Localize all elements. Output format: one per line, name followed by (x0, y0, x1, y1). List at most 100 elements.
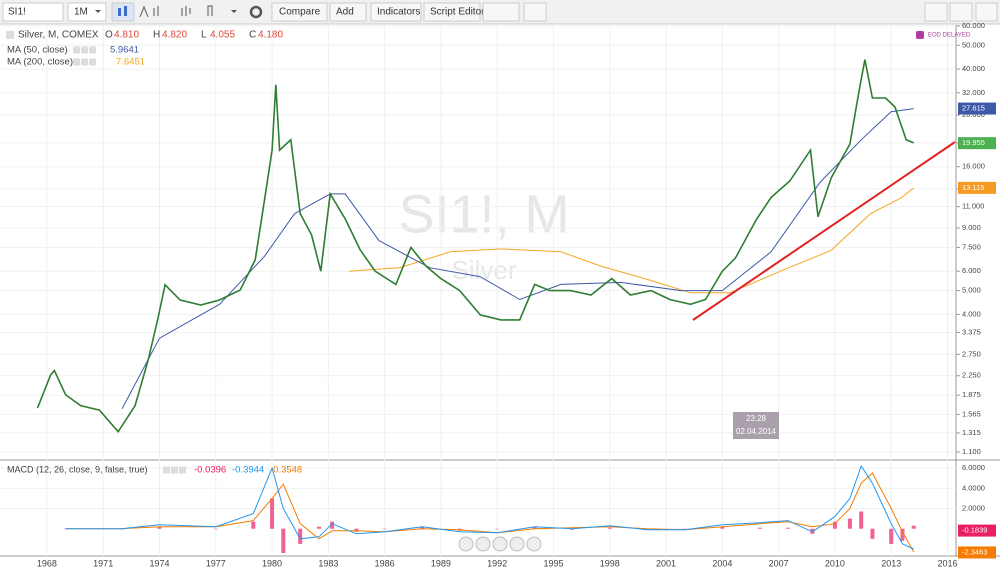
x-tick-label: 2016 (937, 558, 957, 568)
script-editor-button[interactable] (423, 2, 481, 22)
macd-histogram-bar (63, 528, 68, 530)
macd-histogram-bar (889, 528, 894, 544)
indicators-button[interactable] (370, 2, 422, 22)
macd-legend: -0.0396 -0.3944 -0.3548 (163, 465, 302, 476)
macd-histogram-bar (251, 521, 256, 529)
icon (124, 6, 127, 16)
navigation (458, 536, 542, 552)
icon (139, 5, 159, 18)
add-label[interactable]: Add (336, 7, 354, 18)
study-value: 7.6451 (116, 57, 145, 68)
study-control (81, 58, 88, 66)
x-tick-label: 1974 (149, 558, 169, 568)
price-label-box (958, 546, 996, 559)
ohlc-legend: O 4.810 H 4.820 L 4.055 C 4.180 (105, 30, 283, 41)
y-tick-label: 1.875 (962, 390, 981, 399)
ohlc-key: C (249, 30, 256, 41)
x-tick-label: 1971 (93, 558, 113, 568)
alert-button[interactable] (523, 2, 547, 22)
macd-legend-value: -0.0396 (194, 465, 226, 476)
y-tick-label: 4.0000 (962, 483, 985, 492)
price-label-box (958, 102, 996, 115)
reset[interactable] (492, 536, 508, 552)
x-tick-label: 2007 (769, 558, 789, 568)
undo-button[interactable] (924, 2, 948, 22)
x-tick-label: 1968 (37, 558, 57, 568)
study-value: 5.9641 (110, 45, 139, 56)
y-tick-label: 1.100 (962, 447, 981, 456)
macd-histogram-bar (607, 527, 612, 529)
ohlc-value: 4.820 (162, 30, 187, 41)
zoom-out[interactable] (475, 536, 491, 552)
study-name: MA (50, close) (7, 45, 68, 56)
delay-icon (916, 31, 924, 39)
price-label: -0.1839 (962, 526, 987, 535)
macd-histogram-bar (911, 525, 916, 529)
x-tick-label: 2001 (656, 558, 676, 568)
price-label: -2.3463 (962, 547, 987, 556)
drawing-button[interactable] (482, 2, 520, 22)
study-control (179, 466, 186, 474)
y-tick-label: 2.750 (962, 349, 981, 358)
macd-histogram-bar (281, 528, 286, 553)
macd-histogram-bar (900, 528, 905, 541)
scroll-left[interactable] (458, 536, 474, 552)
interval[interactable]: 1M (74, 7, 88, 18)
macd-histogram-bar (157, 526, 162, 529)
x-tick-label: 1983 (318, 558, 338, 568)
macd-histogram-bar (682, 528, 687, 530)
macd-histogram-bar (720, 526, 725, 529)
x-tick-label: 1977 (206, 558, 226, 568)
watermark-sub: Silver (451, 255, 516, 285)
compare-label[interactable]: Compare (279, 7, 321, 18)
main-title: Silver, M, COMEX (18, 30, 99, 41)
symbol-box[interactable] (2, 2, 64, 22)
macd-line (65, 464, 914, 550)
chart-style-icons (111, 2, 263, 22)
macd-histogram-bar (870, 528, 875, 539)
macd-histogram-bar (570, 528, 575, 530)
x-tick-label: 2010 (825, 558, 845, 568)
ohlc-value: 4.810 (114, 30, 139, 41)
macd-histogram-bar (298, 528, 303, 544)
price-label-box (958, 524, 996, 537)
symbol[interactable]: SI1! (8, 7, 26, 18)
candles-button[interactable] (111, 2, 135, 22)
indicators-label[interactable]: Indicators (377, 7, 420, 18)
macd-histogram-bar (330, 521, 335, 529)
macd-histogram-bar (757, 527, 762, 529)
macd-histogram-bar (213, 528, 218, 530)
macd-histogram-bar (786, 527, 791, 529)
interval-box[interactable] (67, 2, 107, 22)
ohlc-value: 4.055 (210, 30, 235, 41)
compare-button[interactable] (271, 2, 328, 22)
macd-title: MACD (12, 26, close, 9, false, true) (7, 464, 148, 474)
x-tick-label: 1998 (600, 558, 620, 568)
add-button[interactable] (329, 2, 367, 22)
study-control (163, 466, 170, 474)
y-tick-label: 16.000 (962, 162, 985, 171)
y-tick-label: 6.0000 (962, 463, 985, 472)
study-name: MA (200, close) (7, 57, 73, 68)
zoom-in[interactable] (509, 536, 525, 552)
macd-histogram-bar (420, 526, 425, 529)
price-line (36, 59, 915, 434)
scroll-right[interactable] (526, 536, 542, 552)
y-tick-label: 6.000 (962, 266, 981, 275)
trend-line[interactable] (692, 141, 956, 321)
redo-button[interactable] (949, 2, 973, 22)
y-tick-label: 40.000 (962, 64, 985, 73)
cursor-date: 02.04.2014 (736, 427, 777, 436)
fullscreen-button[interactable] (975, 2, 998, 22)
x-tick-label: 1992 (487, 558, 507, 568)
watermark: SI1!, M (398, 184, 569, 244)
price-label-box (958, 181, 996, 194)
study-legend: MA (50, close) 5.9641 MA (200, close) 7.645… (7, 45, 145, 68)
study-control (73, 58, 80, 66)
settings-button[interactable] (249, 5, 263, 19)
dropdown-icon (95, 10, 101, 13)
y-tick-label: 7.500 (962, 242, 981, 251)
script-editor-label[interactable]: Script Editor (430, 7, 485, 18)
legend-toggle[interactable] (6, 31, 14, 39)
x-tick-label: 2004 (712, 558, 732, 568)
